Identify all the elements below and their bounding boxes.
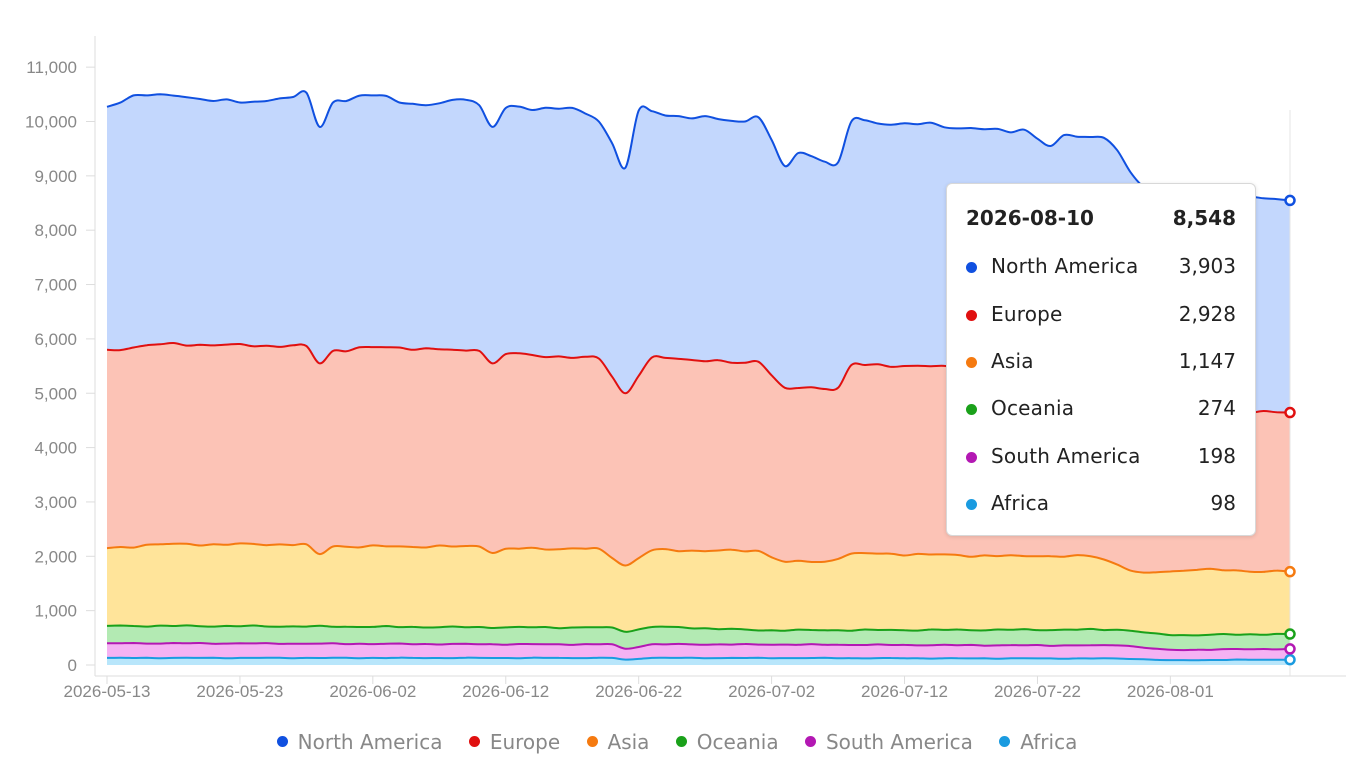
tooltip-row-africa: Africa 98 [966, 491, 1236, 517]
legend-label: South America [825, 730, 973, 754]
line-asia [106, 542, 1291, 574]
chart-tooltip: 2026-08-10 8,548 North America 3,903 Eur… [946, 183, 1256, 536]
legend-item-asia[interactable]: Asia [586, 730, 650, 754]
legend-item-africa[interactable]: Africa [999, 730, 1077, 754]
tooltip-header: 2026-08-10 8,548 [966, 206, 1236, 232]
legend-label: Oceania [696, 730, 779, 754]
tooltip-dot [966, 262, 977, 273]
chart-axes: 0 1,000 2,000 3,000 4,000 5,000 6,000 7,000 8,00… [25, 36, 1346, 701]
legend-dot [675, 736, 687, 747]
legend-dot [999, 736, 1011, 747]
x-tick-label: 2026-07-02 [728, 682, 815, 701]
legend-label: Africa [1020, 730, 1078, 754]
y-tick-label: 4,000 [34, 439, 77, 458]
tooltip-row-asia: Asia 1,147 [966, 349, 1236, 375]
tooltip-row-europe: Europe 2,928 [966, 302, 1236, 328]
legend-dot [586, 736, 598, 747]
legend-label: North America [297, 730, 443, 754]
tooltip-date: 2026-08-10 [966, 206, 1094, 230]
tooltip-row-south-america: South America 198 [966, 444, 1236, 470]
x-tick-label: 2026-08-01 [1127, 682, 1214, 701]
line-south-america [106, 641, 1291, 652]
y-tick-label: 10,000 [25, 113, 77, 132]
tooltip-series-value: 1,147 [1178, 349, 1236, 373]
tooltip-series-value: 98 [1210, 491, 1236, 515]
legend-item-south-america[interactable]: South America [804, 730, 973, 754]
tooltip-dot [966, 357, 977, 368]
x-tick-label: 2026-07-12 [861, 682, 948, 701]
line-north-america [106, 90, 1291, 202]
tooltip-series-value: 3,903 [1178, 254, 1236, 278]
x-tick-label: 2026-07-22 [994, 682, 1081, 701]
y-tick-label: 2,000 [34, 547, 77, 566]
tooltip-total: 8,548 [1172, 206, 1236, 230]
x-tick-label: 2026-05-23 [196, 682, 283, 701]
x-tick-label: 2026-05-13 [64, 682, 151, 701]
tooltip-dot [966, 310, 977, 321]
tooltip-series-name: North America [991, 254, 1139, 278]
tooltip-dot [966, 499, 977, 510]
line-oceania [106, 624, 1291, 637]
line-africa [106, 656, 1291, 662]
legend-item-oceania[interactable]: Oceania [675, 730, 779, 754]
chart-end-markers [1284, 194, 1296, 666]
hover-marker-europe [1284, 406, 1296, 419]
hover-marker-north-america [1284, 194, 1296, 207]
tooltip-series-name: Asia [991, 349, 1034, 373]
y-tick-label: 3,000 [34, 493, 77, 512]
hover-marker-oceania [1284, 628, 1296, 640]
tooltip-dot [966, 404, 977, 415]
y-tick-label: 5,000 [34, 384, 77, 403]
tooltip-series-name: South America [991, 444, 1141, 468]
tooltip-series-value: 2,928 [1178, 302, 1236, 326]
tooltip-series-value: 198 [1197, 444, 1236, 468]
tooltip-series-name: Africa [991, 491, 1050, 515]
legend-dot [804, 736, 816, 747]
y-tick-label: 7,000 [34, 276, 77, 295]
y-tick-label: 6,000 [34, 330, 77, 349]
tooltip-series-value: 274 [1197, 396, 1236, 420]
hover-marker-asia [1284, 565, 1296, 578]
tooltip-series-name: Oceania [991, 396, 1075, 420]
x-tick-label: 2026-06-22 [595, 682, 682, 701]
legend-label: Europe [489, 730, 561, 754]
legend-dot [276, 736, 288, 747]
tooltip-series-name: Europe [991, 302, 1063, 326]
y-tick-label: 8,000 [34, 221, 77, 240]
legend-label: Asia [607, 730, 650, 754]
tooltip-row-north-america: North America 3,903 [966, 254, 1236, 280]
tooltip-dot [966, 452, 977, 463]
legend-item-north-america[interactable]: North America [276, 730, 443, 754]
x-tick-label: 2026-06-12 [462, 682, 549, 701]
y-tick-label: 0 [68, 656, 77, 675]
y-tick-label: 11,000 [26, 58, 77, 77]
hover-marker-africa [1284, 653, 1296, 666]
chart-legend: North America Europe Asia Oceania South … [0, 730, 1354, 760]
legend-item-europe[interactable]: Europe [468, 730, 561, 754]
y-tick-label: 1,000 [34, 602, 77, 621]
tooltip-row-oceania: Oceania 274 [966, 396, 1236, 422]
legend-dot [468, 736, 480, 747]
y-tick-label: 9,000 [34, 167, 77, 186]
hover-marker-south-america [1284, 643, 1296, 655]
x-tick-label: 2026-06-02 [329, 682, 416, 701]
